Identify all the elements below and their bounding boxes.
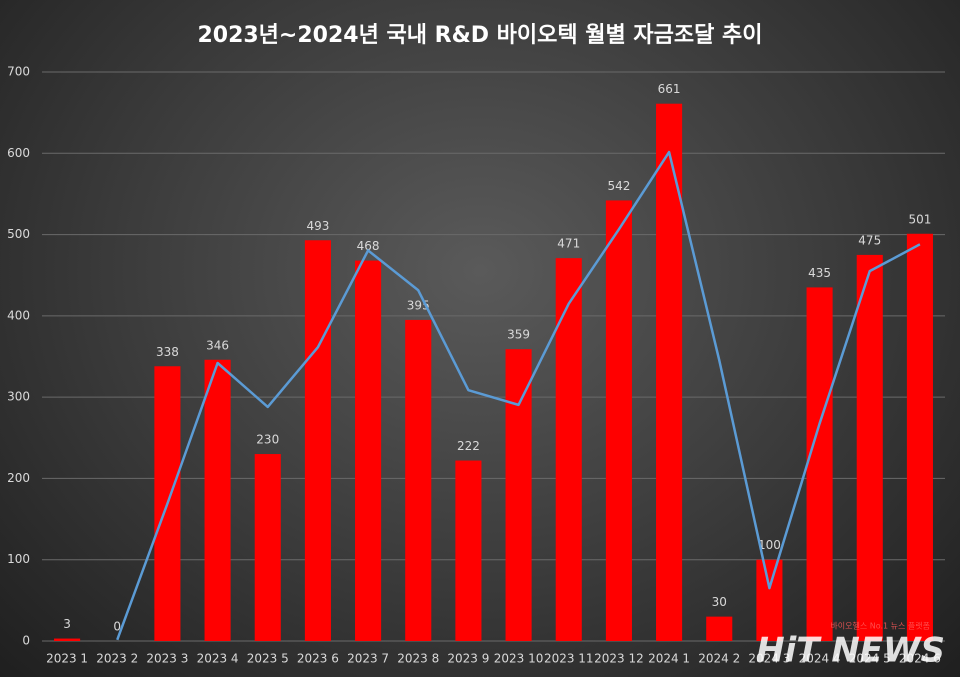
data-label: 501 [908,212,931,226]
bar [856,254,883,641]
y-tick-label: 100 [7,552,30,566]
data-label: 222 [457,439,480,453]
bar [756,559,783,641]
bar [806,287,833,641]
x-tick-label: 2023 11 [544,652,594,666]
watermark-logo: HiT NEWS [756,631,945,671]
data-label: 435 [808,266,831,280]
data-label: 471 [557,237,580,251]
bar [906,233,933,641]
bar [656,103,683,642]
x-tick-label: 2023 1 [46,652,88,666]
x-tick-label: 2023 3 [146,652,188,666]
bar [405,319,432,641]
bar [455,460,482,641]
x-tick-label: 2023 7 [347,652,389,666]
bar [304,240,331,642]
data-label: 468 [357,239,380,253]
x-tick-label: 2024 2 [698,652,740,666]
chart-title: 2023년~2024년 국내 R&D 바이오텍 월별 자금조달 추이 [197,23,762,48]
x-tick-label: 2024 5 [849,652,891,666]
data-label: 338 [156,345,179,359]
data-label: 3 [63,617,71,631]
data-label: 30 [712,595,727,609]
data-label: 542 [607,179,630,193]
data-label: 230 [256,433,279,447]
x-tick-label: 2023 5 [247,652,289,666]
x-tick-label: 2023 6 [297,652,339,666]
x-tick-label: 2023 8 [397,652,439,666]
x-tick-label: 2024 6 [899,652,941,666]
x-tick-label: 2023 10 [494,652,544,666]
data-label: 346 [206,338,229,352]
watermark-tagline: 바이오헬스 No.1 뉴스 플랫폼 [830,621,930,631]
bar [54,638,81,641]
data-label: 359 [507,328,530,342]
x-tick-label: 2024 4 [799,652,841,666]
x-tick-label: 2023 9 [447,652,489,666]
bar [204,359,231,641]
x-tick-label: 2023 4 [197,652,239,666]
x-tick-label: 2023 12 [594,652,644,666]
bar [355,260,382,641]
y-tick-label: 200 [7,471,30,485]
watermark: 바이오헬스 No.1 뉴스 플랫폼 HiT NEWS [756,621,945,671]
x-tick-label: 2023 2 [96,652,138,666]
y-tick-label: 700 [7,65,30,79]
data-label: 493 [306,219,329,233]
y-tick-label: 500 [7,227,30,241]
bar [555,258,582,641]
y-tick-label: 0 [22,634,30,648]
bar [505,349,532,641]
y-tick-label: 300 [7,390,30,404]
bar [254,454,281,641]
x-tick-label: 2024 1 [648,652,690,666]
data-label: 475 [858,233,881,247]
bar [706,616,733,641]
x-tick-label: 2024 3 [748,652,790,666]
y-tick-label: 600 [7,146,30,160]
line [116,150,921,641]
data-label: 0 [113,620,121,634]
y-tick-label: 400 [7,308,30,322]
bar [605,200,632,641]
data-label: 661 [658,82,681,96]
data-label: 100 [758,538,781,552]
